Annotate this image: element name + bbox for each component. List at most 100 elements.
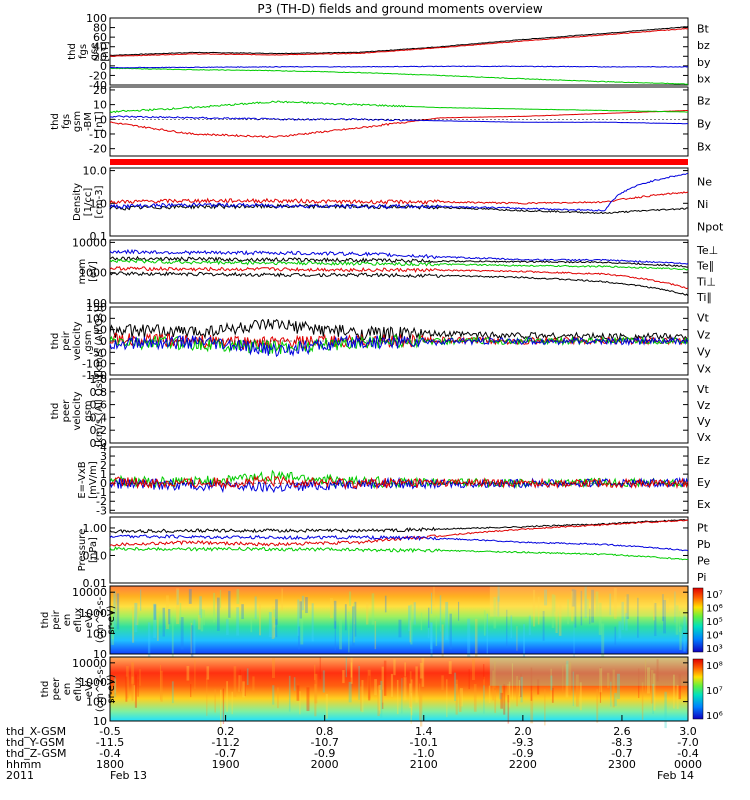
spectrogram-streak xyxy=(171,681,174,704)
spectrogram-streak xyxy=(551,594,555,628)
spectrogram-streak xyxy=(213,592,216,623)
spectrogram-streak xyxy=(153,603,157,639)
legend-vz: Vz xyxy=(697,329,711,342)
series-line-pt xyxy=(109,518,689,534)
legend-vt: Vt xyxy=(697,312,710,325)
spectrogram-streak xyxy=(242,681,246,698)
colorbar-tick-label: 10⁸ xyxy=(706,661,723,672)
spectrogram-streak xyxy=(246,668,249,686)
y-tick-label: -20 xyxy=(89,69,107,82)
colorbar-tick-label: 10³ xyxy=(706,644,723,655)
y-axis-label: thd xyxy=(40,612,51,629)
y-tick-label: 0.0 xyxy=(90,437,108,450)
spectrogram-streak xyxy=(296,685,300,701)
x-axis-row-label: hhmm xyxy=(6,758,41,771)
x-axis-row-label: thd_Z-GSM xyxy=(6,747,66,760)
spectrogram-streak xyxy=(459,688,463,707)
y-axis-label: [nT] xyxy=(94,111,105,131)
legend-vy: Vy xyxy=(697,415,711,428)
mode-bar xyxy=(110,159,688,165)
panel-frame xyxy=(109,17,689,86)
y-axis-label: gse xyxy=(89,43,100,61)
y-tick-label: 2 xyxy=(100,459,107,472)
spectrogram-streak xyxy=(319,657,321,680)
panel-frame xyxy=(109,86,689,157)
series-line-te xyxy=(109,255,688,268)
y-tick-label: 100 xyxy=(86,12,107,25)
spectrogram-streak xyxy=(653,673,656,711)
spectrogram-streak xyxy=(116,593,120,630)
spectrogram-streak xyxy=(483,676,485,699)
spectrogram-streak xyxy=(621,601,624,631)
y-axis-label: Density xyxy=(72,183,83,221)
spectrogram-streak xyxy=(454,672,457,701)
y-axis-label: velocity xyxy=(72,321,83,360)
y-tick-label: 0.6 xyxy=(90,399,108,412)
x-axis-value: 1800 xyxy=(96,758,124,771)
spectrogram-streak xyxy=(483,664,485,680)
series-line-vy xyxy=(109,333,689,355)
y-tick-label: 0 xyxy=(100,335,107,348)
spectrogram-streak xyxy=(367,669,371,699)
spectrogram-streak xyxy=(637,597,639,638)
spectrogram-streak xyxy=(618,621,622,639)
spectrogram-streak xyxy=(551,687,554,703)
colorbar-bar xyxy=(692,587,704,653)
spectrogram-streak xyxy=(228,590,231,618)
spectrogram-streak xyxy=(439,595,442,632)
spectrogram-streak xyxy=(193,619,196,655)
y-axis-label: [nPa] xyxy=(88,537,99,563)
panel-frame xyxy=(109,239,689,304)
spectrogram-streak xyxy=(377,686,380,717)
spectrogram-streak xyxy=(530,667,533,701)
spectrogram-streak xyxy=(666,598,669,613)
spectrogram-streak xyxy=(131,676,134,701)
panel-frame xyxy=(109,446,689,514)
spectrogram-streak xyxy=(298,626,300,650)
panel-frame xyxy=(109,656,689,722)
spectrogram-streak xyxy=(381,689,384,709)
y-tick-label: 1.0 xyxy=(90,197,108,210)
spectrogram-streak xyxy=(135,602,139,626)
spectrogram-streak xyxy=(345,657,347,678)
spectrogram-streak xyxy=(544,689,546,726)
spectrogram-streak xyxy=(271,606,275,639)
spectrogram-streak xyxy=(599,667,602,703)
y-axis-label: mom xyxy=(77,259,88,285)
spectrogram-streak xyxy=(114,676,116,698)
series-line-ti xyxy=(109,271,689,297)
spectrogram-streak xyxy=(420,612,423,631)
spectrogram-streak xyxy=(441,675,444,691)
spectrogram-streak xyxy=(427,621,430,639)
colorbar: 10⁸ 10⁷ 10⁶ xyxy=(692,658,723,722)
spectrogram-streak xyxy=(353,603,355,643)
spectrogram-streak xyxy=(176,588,180,625)
panel-frame xyxy=(109,378,689,444)
x-axis-value: -11.2 xyxy=(211,736,239,749)
y-axis-label: (cm^2-s- xyxy=(95,665,106,712)
spectrogram-streak xyxy=(474,618,478,659)
x-axis-row-label: thd_Y-GSM xyxy=(6,736,65,749)
spectrogram-streak xyxy=(305,597,308,614)
spectrogram-streak xyxy=(516,676,518,707)
spectrogram-streak xyxy=(550,675,553,691)
spectrogram-streak xyxy=(413,602,416,625)
spectrogram-streak xyxy=(300,618,304,645)
y-tick-label: 0 xyxy=(100,477,107,490)
spectrogram-streak xyxy=(311,603,314,642)
spectrogram-streak xyxy=(433,586,435,607)
spectrogram-streak xyxy=(125,676,128,702)
series-line-ni xyxy=(109,203,689,215)
series-line-bt xyxy=(109,25,689,57)
spectrogram-streak xyxy=(483,685,485,714)
legend-ne: Ne xyxy=(697,175,712,188)
legend-by: by xyxy=(697,56,711,69)
y-axis-label: sr-eV) xyxy=(106,605,117,634)
spectrogram-streak xyxy=(134,602,138,633)
legend-ey: Ey xyxy=(697,476,711,489)
spectrogram-streak xyxy=(288,675,291,712)
spectrogram-streak xyxy=(214,689,216,713)
spectrogram-streak xyxy=(617,673,620,700)
spectrogram-streak xyxy=(419,683,421,721)
spectrogram-streak xyxy=(455,679,458,695)
